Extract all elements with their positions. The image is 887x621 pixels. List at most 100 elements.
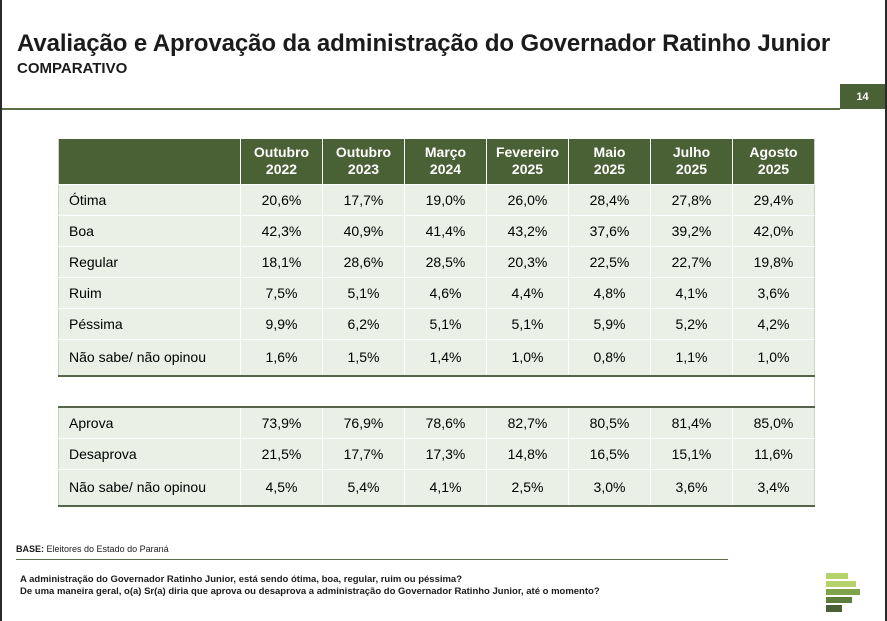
column-header-year: 2025 [511,161,544,178]
row-label: Não sabe/ não opinou [58,338,241,376]
base-text: Eleitores do Estado do Paraná [46,544,169,554]
table-cell: 4,8% [568,276,651,308]
table-cell: 4,2% [732,307,815,339]
table-header-corner [58,139,241,184]
column-header-year: 2025 [675,161,708,178]
table-cell: 14,8% [486,437,569,469]
table-cell: 15,1% [650,437,733,469]
table-cell: 11,6% [732,437,815,469]
column-header-month: Outubro [253,144,310,161]
table-cell: 21,5% [240,437,323,469]
column-header-month: Agosto [749,144,798,161]
column-header: Maio 2025 [568,139,651,184]
table-cell: 40,9% [322,214,405,246]
table-row: Aprova 73,9% 76,9% 78,6% 82,7% 80,5% 81,… [58,406,815,438]
column-header: Julho 2025 [650,139,733,184]
table-cell: 5,1% [322,276,405,308]
table-cell: 9,9% [240,307,323,339]
table-separator-row [58,375,815,408]
table-cell: 20,6% [240,183,323,215]
table-cell: 42,0% [732,214,815,246]
column-header-year: 2022 [265,161,298,178]
table-row: Ruim 7,5% 5,1% 4,6% 4,4% 4,8% 4,1% 3,6% [58,276,815,308]
page-title: Avaliação e Aprovação da administração d… [17,30,831,57]
table-cell: 6,2% [322,307,405,339]
table-cell: 5,9% [568,307,651,339]
column-header-year: 2025 [593,161,626,178]
table-cell: 20,3% [486,245,569,277]
table-separator-cell [58,375,815,408]
table-cell: 0,8% [568,338,651,376]
table-cell: 16,5% [568,437,651,469]
table-cell: 4,6% [404,276,487,308]
row-label: Péssima [58,307,241,339]
row-label: Regular [58,245,241,277]
table-cell: 4,1% [404,468,487,507]
footer-divider [16,559,728,560]
table-cell: 76,9% [322,406,405,438]
row-label: Aprova [58,406,241,438]
table-cell: 3,6% [650,468,733,507]
column-header: Fevereiro 2025 [486,139,569,184]
table-cell: 22,5% [568,245,651,277]
column-header-month: Outubro [335,144,392,161]
column-header-year: 2023 [347,161,380,178]
table-cell: 42,3% [240,214,323,246]
table-cell: 1,6% [240,338,323,376]
table-cell: 28,6% [322,245,405,277]
table-row: Não sabe/ não opinou 4,5% 5,4% 4,1% 2,5%… [58,468,815,507]
header-divider [2,108,840,110]
table-cell: 17,7% [322,183,405,215]
table-cell: 80,5% [568,406,651,438]
column-header-year: 2025 [757,161,790,178]
stacked-bars-logo-icon [826,573,860,612]
table-row: Desaprova 21,5% 17,7% 17,3% 14,8% 16,5% … [58,437,815,469]
table-row: Regular 18,1% 28,6% 28,5% 20,3% 22,5% 22… [58,245,815,277]
column-header-month: Fevereiro [495,144,560,161]
table-cell: 17,3% [404,437,487,469]
comparison-table: Outubro 2022 Outubro 2023 Março 2024 Fevere… [58,139,815,507]
column-header: Março 2024 [404,139,487,184]
table-cell: 18,1% [240,245,323,277]
table-cell: 3,6% [732,276,815,308]
table-cell: 19,8% [732,245,815,277]
table-cell: 39,2% [650,214,733,246]
survey-question-1: A administração do Governador Ratinho Ju… [20,574,463,585]
table-cell: 4,1% [650,276,733,308]
table-cell: 22,7% [650,245,733,277]
table-cell: 78,6% [404,406,487,438]
table-cell: 43,2% [486,214,569,246]
table-row: Boa 42,3% 40,9% 41,4% 43,2% 37,6% 39,2% … [58,214,815,246]
table-cell: 19,0% [404,183,487,215]
column-header: Outubro 2022 [240,139,323,184]
table-cell: 29,4% [732,183,815,215]
table-cell: 41,4% [404,214,487,246]
table-cell: 28,5% [404,245,487,277]
column-header: Agosto 2025 [732,139,815,184]
table-cell: 1,0% [486,338,569,376]
row-label: Boa [58,214,241,246]
table-cell: 4,5% [240,468,323,507]
table-cell: 1,1% [650,338,733,376]
column-header-year: 2024 [429,161,462,178]
row-label: Ruim [58,276,241,308]
table-cell: 27,8% [650,183,733,215]
column-header-month: Julho [672,144,711,161]
table-cell: 85,0% [732,406,815,438]
table-cell: 28,4% [568,183,651,215]
column-header-month: Maio [593,144,626,161]
row-label: Desaprova [58,437,241,469]
table-cell: 3,0% [568,468,651,507]
table-cell: 7,5% [240,276,323,308]
table-cell: 4,4% [486,276,569,308]
table-cell: 5,1% [404,307,487,339]
table-cell: 81,4% [650,406,733,438]
table-cell: 3,4% [732,468,815,507]
row-label: Não sabe/ não opinou [58,468,241,507]
survey-question-2: De uma maneira geral, o(a) Sr(a) diria q… [20,586,600,597]
table-cell: 1,5% [322,338,405,376]
table-cell: 2,5% [486,468,569,507]
table-row: Ótima 20,6% 17,7% 19,0% 26,0% 28,4% 27,8… [58,183,815,215]
table-cell: 37,6% [568,214,651,246]
table-cell: 1,0% [732,338,815,376]
